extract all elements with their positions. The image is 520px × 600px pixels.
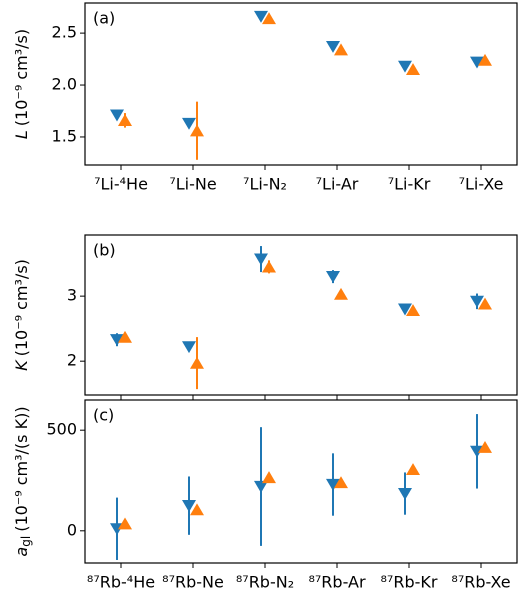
marker [262,471,276,484]
marker [262,260,276,273]
marker [262,12,276,25]
y-tick-label: 1.5 [52,126,77,145]
marker [398,303,412,316]
x-tick-label: ⁸⁷Rb-N₂ [236,573,294,592]
y-label-subscript: gl [19,536,33,547]
marker [406,463,420,476]
x-tick-label: ⁸⁷Rb-Ar [308,573,365,592]
y-tick-label: 0 [67,520,77,539]
y-axis-label: L (10⁻⁹ cm³/s) [12,29,31,139]
x-tick-label: ⁸⁷Rb-Kr [381,573,438,592]
panel-label: (a) [93,9,115,28]
plot-frame [84,399,518,564]
marker [406,304,420,317]
y-axis-label: K (10⁻⁹ cm³/s) [12,259,31,371]
y-tick-label: 3 [67,286,77,305]
x-tick-label: ⁸⁷Rb-⁴He [87,573,155,592]
y-label-symbol: K [12,359,31,371]
marker [118,517,132,530]
y-tick-label: 2 [67,351,77,370]
plot-frame [84,2,518,166]
marker [118,330,132,343]
y-axis-label: agl (10⁻⁹ cm³/(s K)) [12,406,33,556]
marker [398,487,412,500]
y-label-unit: (10⁻⁹ cm³/s) [12,259,31,356]
marker [478,297,492,310]
marker [326,478,340,491]
y-label-symbol: a [12,547,31,557]
x-tick-label: ⁷Li-N₂ [243,175,287,194]
y-tick-label: 500 [46,420,77,439]
y-label-symbol: L [12,130,31,139]
marker [334,43,348,56]
marker [182,341,196,354]
marker [326,271,340,283]
y-label-unit: (10⁻⁹ cm³/s) [12,29,31,126]
marker [478,53,492,66]
marker [334,287,348,300]
marker [478,440,492,453]
marker [470,56,484,69]
marker [334,476,348,489]
marker [190,356,204,369]
marker [470,295,484,308]
plot-frame [84,234,518,396]
marker [182,500,196,512]
marker [326,41,340,53]
marker [118,114,132,126]
x-tick-label: ⁷Li-Kr [388,175,431,194]
marker [110,109,124,122]
marker [254,10,268,23]
marker [110,334,124,347]
x-tick-label: ⁷Li-Ne [169,175,216,194]
x-tick-label: ⁷Li-Ar [316,175,359,194]
x-tick-label: ⁷Li-⁴He [94,175,148,194]
x-tick-label: ⁷Li-Xe [459,175,504,194]
panel-label: (c) [93,406,114,425]
y-tick-label: 2.0 [52,75,77,94]
marker [398,60,412,73]
marker [254,253,268,266]
marker [182,117,196,130]
y-tick-label: 2.5 [52,23,77,42]
marker [406,63,420,76]
marker [190,503,204,516]
marker [190,124,204,137]
x-tick-label: ⁸⁷Rb-Xe [451,573,510,592]
panel-label: (b) [93,241,116,260]
y-label-unit: (10⁻⁹ cm³/(s K)) [12,406,31,531]
marker [254,480,268,493]
x-tick-label: ⁸⁷Rb-Ne [162,573,224,592]
